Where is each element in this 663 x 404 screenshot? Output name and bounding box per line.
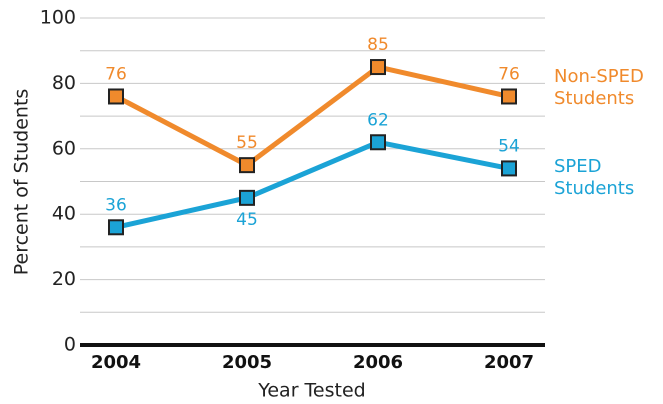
y-tick-label: 100 bbox=[40, 7, 76, 29]
data-label: 45 bbox=[236, 210, 258, 230]
y-axis-title: Percent of Students bbox=[11, 89, 33, 276]
data-label: 36 bbox=[105, 195, 127, 215]
x-tick-label: 2006 bbox=[353, 352, 403, 373]
series-line bbox=[115, 139, 510, 230]
series-line bbox=[114, 64, 510, 169]
data-point bbox=[108, 219, 124, 236]
y-tick-label: 60 bbox=[52, 137, 76, 159]
data-point bbox=[370, 134, 386, 151]
data-label: 76 bbox=[498, 64, 520, 84]
x-tick-label: 2005 bbox=[222, 352, 272, 373]
data-point bbox=[370, 59, 386, 76]
data-point bbox=[108, 88, 124, 105]
data-label: 62 bbox=[367, 110, 389, 130]
legend-label: Non-SPED Students bbox=[554, 66, 644, 109]
data-point bbox=[239, 189, 255, 206]
legend-label: SPED Students bbox=[554, 156, 634, 199]
x-axis-title: Year Tested bbox=[257, 380, 365, 402]
data-label: 85 bbox=[367, 35, 389, 55]
data-point bbox=[501, 88, 517, 105]
y-tick-label: 0 bbox=[64, 334, 76, 356]
y-tick-label: 80 bbox=[52, 72, 76, 94]
data-point bbox=[239, 157, 255, 174]
data-point bbox=[501, 160, 517, 177]
x-tick-label: 2007 bbox=[484, 352, 534, 373]
y-tick-label: 40 bbox=[52, 203, 76, 225]
data-label: 76 bbox=[105, 64, 127, 84]
x-tick-label: 2004 bbox=[91, 352, 141, 373]
y-tick-label: 20 bbox=[52, 268, 76, 290]
data-label: 55 bbox=[236, 133, 258, 153]
data-label: 54 bbox=[498, 136, 520, 156]
